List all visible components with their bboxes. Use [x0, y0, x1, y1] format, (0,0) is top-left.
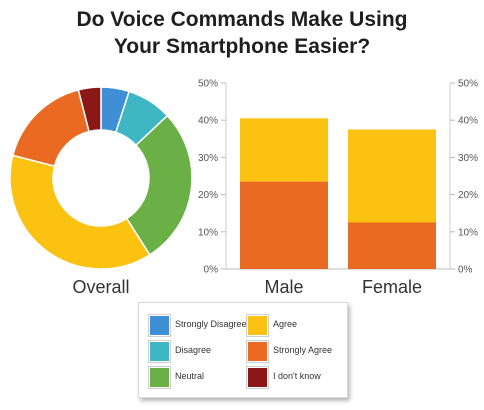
legend-swatch	[247, 315, 268, 336]
y-tick-label-left: 0%	[204, 265, 219, 276]
pie-slice-agree	[9, 154, 151, 270]
legend-label: Agree	[273, 319, 298, 329]
y-tick-label-left: 20%	[198, 190, 218, 201]
legend-label: Strongly Disagree	[175, 319, 247, 329]
legend-label: Neutral	[175, 371, 205, 381]
bar-male-agree	[240, 118, 328, 182]
bar-male-strongly-agree	[240, 181, 328, 269]
chart-title-line-2: Your Smartphone Easier?	[113, 35, 371, 58]
bar-female-agree	[348, 129, 436, 223]
y-tick-label-right: 50%	[458, 79, 478, 90]
y-tick-label-left: 30%	[198, 153, 218, 164]
pie-slice-neutral	[125, 114, 193, 256]
legend-swatch	[149, 341, 170, 362]
bar-female-strongly-agree	[348, 222, 436, 269]
pie-slice-i-don-t-know	[77, 86, 102, 133]
chart-title-line-1: Do Voice Commands Make Using	[76, 8, 408, 31]
legend-label: I don't know	[273, 371, 321, 381]
x-category-label-male: Male	[264, 277, 303, 297]
legend-swatch	[149, 315, 170, 336]
legend-label: Disagree	[175, 345, 212, 355]
y-tick-label-right: 40%	[458, 116, 478, 127]
pie-slice-strongly-agree	[11, 88, 90, 167]
y-tick-label-left: 50%	[198, 79, 218, 90]
y-tick-label-left: 40%	[198, 116, 218, 127]
y-tick-label-right: 20%	[458, 190, 478, 201]
y-tick-label-left: 10%	[198, 227, 218, 238]
pie-category-label: Overall	[72, 277, 129, 297]
legend-swatch	[149, 367, 170, 388]
legend-swatch	[247, 367, 268, 388]
chart-title: Do Voice Commands Make Using Your Smartp…	[0, 6, 484, 60]
y-tick-label-right: 0%	[458, 265, 473, 276]
y-tick-label-right: 30%	[458, 153, 478, 164]
legend: Strongly Disagree Agree Disagree Strongl…	[138, 302, 348, 398]
y-tick-label-right: 10%	[458, 227, 478, 238]
legend-label: Strongly Agree	[273, 345, 333, 355]
x-category-label-female: Female	[362, 277, 422, 297]
legend-swatch	[247, 341, 268, 362]
